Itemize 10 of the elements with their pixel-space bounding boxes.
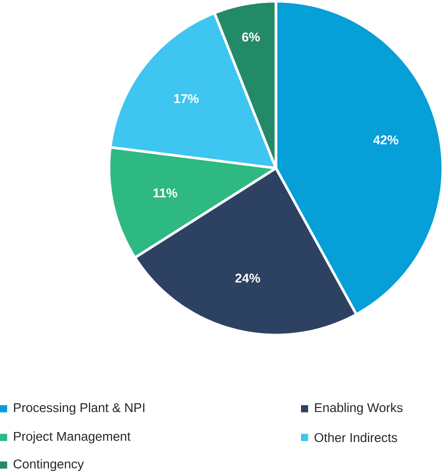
legend-label: Project Management xyxy=(14,431,131,444)
data-label: 11% xyxy=(154,188,178,198)
data-label: 24% xyxy=(235,274,260,283)
legend-label: Enabling Works xyxy=(315,402,403,415)
data-label: 6% xyxy=(242,32,260,42)
legend-label: Processing Plant & NPI xyxy=(14,402,144,415)
legend-label: Other Indirects xyxy=(314,432,398,442)
legend-label: Contingency xyxy=(14,459,84,471)
data-label: 17% xyxy=(174,94,199,104)
data-label: 42% xyxy=(373,135,398,144)
